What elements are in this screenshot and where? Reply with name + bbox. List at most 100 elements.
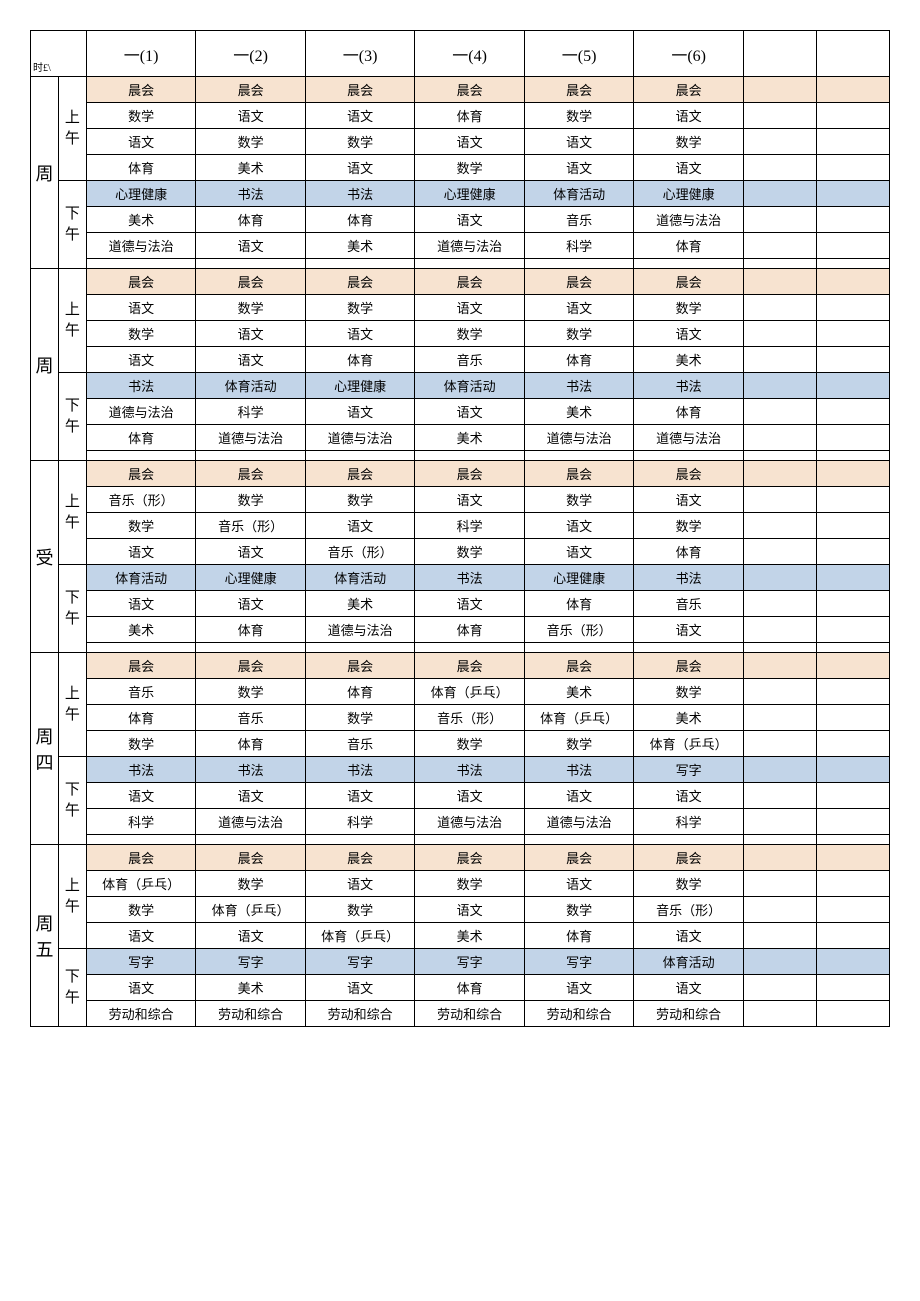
subject-cell: 体育（乒乓）	[634, 731, 744, 757]
subject-cell: 体育	[415, 103, 525, 129]
subject-cell: 音乐	[196, 705, 306, 731]
subject-cell: 美术	[305, 233, 415, 259]
subject-cell: 音乐（形）	[196, 513, 306, 539]
subject-cell: 语文	[524, 871, 634, 897]
spacer-cell	[86, 259, 196, 269]
subject-cell: 体育	[415, 617, 525, 643]
subject-cell: 语文	[196, 539, 306, 565]
subject-cell-extra	[743, 207, 816, 233]
subject-cell: 数学	[305, 897, 415, 923]
subject-cell: 数学	[196, 295, 306, 321]
afternoon-header-cell: 体育活动	[305, 565, 415, 591]
subject-cell: 语文	[86, 975, 196, 1001]
afternoon-header-cell: 心理健康	[415, 181, 525, 207]
subject-cell: 科学	[415, 513, 525, 539]
subject-cell: 体育	[86, 425, 196, 451]
subject-cell-extra	[743, 923, 816, 949]
afternoon-header-extra	[816, 181, 889, 207]
afternoon-header-cell: 心理健康	[524, 565, 634, 591]
spacer-cell	[743, 643, 816, 653]
subject-cell: 数学	[305, 705, 415, 731]
subject-cell-extra	[743, 897, 816, 923]
subject-cell: 体育	[196, 731, 306, 757]
subject-cell: 数学	[415, 539, 525, 565]
subject-cell-extra	[743, 871, 816, 897]
subject-cell: 科学	[305, 809, 415, 835]
morning-header-cell: 晨会	[415, 77, 525, 103]
day-label: 周四	[31, 653, 59, 845]
subject-cell: 语文	[196, 347, 306, 373]
subject-cell-extra	[743, 679, 816, 705]
subject-cell: 道德与法治	[634, 207, 744, 233]
afternoon-header-cell: 书法	[415, 757, 525, 783]
spacer-cell	[524, 643, 634, 653]
subject-cell: 语文	[634, 103, 744, 129]
afternoon-header-cell: 书法	[524, 373, 634, 399]
subject-cell-extra	[816, 487, 889, 513]
subject-cell: 语文	[196, 591, 306, 617]
afternoon-header-cell: 心理健康	[634, 181, 744, 207]
subject-cell-extra	[816, 897, 889, 923]
subject-cell: 体育	[305, 679, 415, 705]
subject-cell: 道德与法治	[415, 233, 525, 259]
subject-cell: 道德与法治	[415, 809, 525, 835]
afternoon-header-cell: 体育活动	[86, 565, 196, 591]
afternoon-header-cell: 写字	[86, 949, 196, 975]
morning-header-cell: 晨会	[86, 77, 196, 103]
subject-cell: 劳动和综合	[196, 1001, 306, 1027]
subject-cell-extra	[743, 103, 816, 129]
spacer-cell	[743, 835, 816, 845]
subject-cell-extra	[816, 923, 889, 949]
spacer-cell	[86, 835, 196, 845]
subject-cell: 美术	[86, 617, 196, 643]
subject-cell-extra	[743, 321, 816, 347]
subject-cell: 语文	[305, 155, 415, 181]
corner-cell: 时£\	[31, 31, 87, 77]
class-header: 一(4)	[415, 31, 525, 77]
subject-cell: 体育（乒乓）	[196, 897, 306, 923]
subject-cell: 语文	[415, 897, 525, 923]
class-header-extra	[743, 31, 816, 77]
subject-cell: 数学	[524, 321, 634, 347]
subject-cell-extra	[816, 295, 889, 321]
subject-cell-extra	[743, 425, 816, 451]
subject-cell-extra	[743, 295, 816, 321]
morning-header-cell: 晨会	[86, 845, 196, 871]
afternoon-header-extra	[743, 565, 816, 591]
subject-cell: 道德与法治	[524, 425, 634, 451]
afternoon-header-cell: 体育活动	[415, 373, 525, 399]
morning-header-extra	[743, 269, 816, 295]
subject-cell: 道德与法治	[196, 425, 306, 451]
afternoon-header-cell: 书法	[634, 565, 744, 591]
subject-cell: 语文	[415, 783, 525, 809]
subject-cell-extra	[743, 975, 816, 1001]
spacer-cell	[816, 451, 889, 461]
subject-cell: 语文	[305, 871, 415, 897]
subject-cell: 语文	[305, 321, 415, 347]
subject-cell-extra	[743, 399, 816, 425]
subject-cell-extra	[816, 513, 889, 539]
day-label: 受	[31, 461, 59, 653]
morning-header-cell: 晨会	[634, 653, 744, 679]
subject-cell: 语文	[415, 487, 525, 513]
subject-cell: 数学	[415, 321, 525, 347]
subject-cell: 数学	[524, 487, 634, 513]
subject-cell: 音乐	[634, 591, 744, 617]
subject-cell-extra	[743, 705, 816, 731]
subject-cell: 体育	[86, 155, 196, 181]
subject-cell: 劳动和综合	[415, 1001, 525, 1027]
subject-cell: 劳动和综合	[634, 1001, 744, 1027]
subject-cell: 语文	[305, 783, 415, 809]
spacer-cell	[305, 451, 415, 461]
morning-header-extra	[816, 77, 889, 103]
afternoon-header-cell: 书法	[305, 757, 415, 783]
subject-cell: 语文	[634, 975, 744, 1001]
subject-cell: 数学	[524, 103, 634, 129]
subject-cell: 音乐（形）	[415, 705, 525, 731]
subject-cell: 语文	[634, 783, 744, 809]
subject-cell: 数学	[415, 155, 525, 181]
subject-cell: 道德与法治	[634, 425, 744, 451]
spacer-cell	[524, 835, 634, 845]
subject-cell-extra	[816, 783, 889, 809]
afternoon-header-cell: 书法	[196, 181, 306, 207]
